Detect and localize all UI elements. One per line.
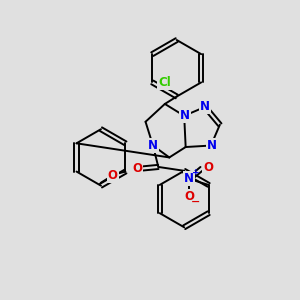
Text: O: O xyxy=(108,169,118,182)
Text: N: N xyxy=(200,100,210,113)
Text: N: N xyxy=(180,109,190,122)
Text: N: N xyxy=(206,139,217,152)
Text: Cl: Cl xyxy=(158,76,171,89)
Text: O: O xyxy=(184,190,194,203)
Text: O: O xyxy=(203,161,213,174)
Text: N: N xyxy=(148,139,158,152)
Text: N: N xyxy=(184,172,194,184)
Text: O: O xyxy=(133,162,142,175)
Text: +: + xyxy=(192,168,200,177)
Text: −: − xyxy=(191,197,200,207)
